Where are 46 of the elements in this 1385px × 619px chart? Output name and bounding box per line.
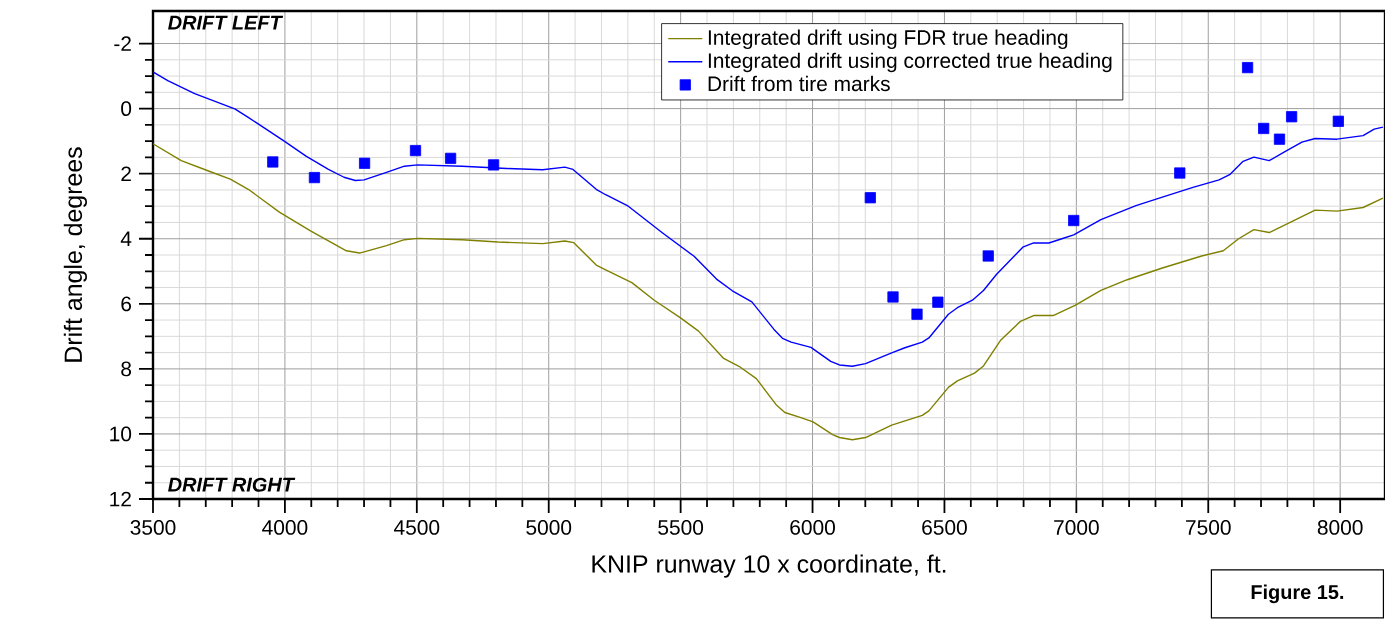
x-tick-label: 5500 — [658, 520, 704, 535]
caption: Figure 15. — [1251, 584, 1344, 604]
point — [308, 171, 321, 184]
x-tick-label: 4500 — [394, 520, 440, 535]
x-tick-label: 5000 — [526, 520, 572, 535]
x-tick-label: 3500 — [130, 520, 176, 535]
y-tick-label: 0 — [121, 101, 132, 117]
point — [1332, 115, 1344, 127]
point — [488, 159, 500, 171]
y-tick-label: 12 — [110, 491, 131, 507]
x-tick-label: 4000 — [262, 520, 308, 535]
line-series — [153, 143, 1384, 441]
annotation: DRIFT RIGHT — [168, 477, 296, 492]
y-tick-label: 6 — [121, 296, 132, 312]
point — [1174, 167, 1186, 179]
x-tick-label: 7500 — [1186, 520, 1231, 535]
point — [409, 144, 422, 157]
point — [1241, 62, 1254, 74]
point — [359, 157, 371, 169]
point — [267, 156, 279, 168]
point — [1286, 111, 1298, 123]
point — [1068, 214, 1080, 227]
x-tick-label: 7000 — [1054, 520, 1099, 535]
x-tick-label: 6000 — [790, 520, 835, 535]
y-tick-label: 10 — [110, 426, 132, 442]
x-tick-label: 6500 — [922, 520, 967, 535]
point — [932, 296, 944, 308]
legend-label: Integrated drift using FDR true heading — [708, 29, 1068, 50]
point — [1258, 122, 1270, 135]
line-series — [153, 71, 1384, 367]
x-axis-title: KNIP runway 10 x coordinate, ft. — [592, 554, 946, 578]
y-tick-label: -2 — [114, 36, 131, 51]
legend-label: Drift from tire marks — [708, 75, 890, 92]
point — [887, 291, 899, 303]
y-tick-label: 4 — [120, 231, 132, 246]
point — [445, 152, 457, 164]
x-tick-label: 8000 — [1317, 520, 1363, 535]
point — [1273, 133, 1286, 145]
y-axis-title: Drift angle, degrees — [63, 147, 87, 362]
annotation: DRIFT LEFT — [168, 15, 284, 30]
point — [982, 250, 994, 262]
y-tick-label: 2 — [121, 166, 131, 181]
point — [864, 192, 876, 204]
y-tick-label: 8 — [121, 361, 132, 377]
point — [911, 308, 923, 320]
legend-label: Integrated drift using corrected true heading — [708, 52, 1112, 73]
